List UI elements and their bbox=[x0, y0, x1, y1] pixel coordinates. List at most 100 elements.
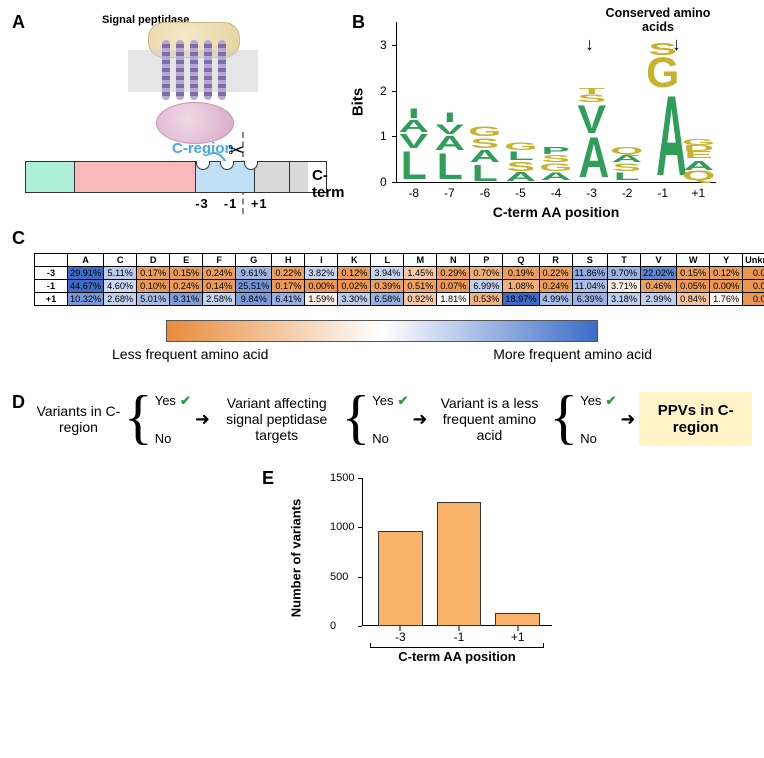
freq-cell: 0.00% bbox=[305, 280, 338, 293]
row-label: +1 bbox=[35, 293, 68, 306]
freq-cell: 6.41% bbox=[272, 293, 305, 306]
freq-cell: 3.30% bbox=[338, 293, 371, 306]
logo-ytick: 3 bbox=[380, 38, 387, 52]
aa-header: K bbox=[338, 254, 371, 267]
bracket-icon: { bbox=[547, 395, 580, 439]
right-arrow-icon: ➜ bbox=[412, 409, 427, 430]
freq-cell: 0.02% bbox=[338, 280, 371, 293]
protein-structure-illustration bbox=[122, 22, 272, 142]
freq-cell: 0.15% bbox=[677, 267, 710, 280]
freq-cell: 4.60% bbox=[104, 280, 137, 293]
panel-B: B Conserved amino acids ↓ ↓ Bits 0123 LV… bbox=[352, 12, 742, 212]
freq-cell: 0.39% bbox=[371, 280, 404, 293]
bar bbox=[495, 613, 540, 626]
notch-icon bbox=[220, 161, 234, 170]
aa-header: C bbox=[104, 254, 137, 267]
freq-cell: 2.99% bbox=[641, 293, 677, 306]
helix-icon bbox=[162, 40, 170, 100]
freq-cell: 5.11% bbox=[104, 267, 137, 280]
logo-ytick: 0 bbox=[380, 175, 387, 189]
aa-header: Q bbox=[503, 254, 539, 267]
freq-cell: 25.51% bbox=[236, 280, 272, 293]
c-term-label: C-term bbox=[312, 167, 352, 201]
freq-cell: 0.24% bbox=[539, 280, 572, 293]
mature-segment-tail bbox=[290, 162, 308, 192]
no-label: No bbox=[155, 431, 191, 446]
aa-header: N bbox=[437, 254, 470, 267]
freq-cell: 0.10% bbox=[137, 280, 170, 293]
right-arrow-icon: ➜ bbox=[620, 409, 635, 430]
freq-cell: 2.58% bbox=[203, 293, 236, 306]
outcome-box: PPVs in C-region bbox=[639, 392, 752, 446]
freq-cell: 0.07% bbox=[437, 280, 470, 293]
no-label: No bbox=[372, 431, 408, 446]
logo-xtick: -5 bbox=[503, 186, 539, 200]
freq-cell: 9.31% bbox=[170, 293, 203, 306]
notch-icon bbox=[196, 161, 210, 170]
logo-xtick: -2 bbox=[609, 186, 645, 200]
logo-column: QAEDG bbox=[681, 22, 717, 182]
logo-xtick: -3 bbox=[574, 186, 610, 200]
yes-no-group: Yes No bbox=[580, 393, 616, 446]
aa-header: P bbox=[470, 254, 503, 267]
freq-cell: 18.97% bbox=[503, 293, 539, 306]
aa-header: H bbox=[272, 254, 305, 267]
panel-C: C ACDEFGHIKLMNPQRSTVWYUnknown-329.91%5.1… bbox=[12, 228, 752, 362]
aa-header: D bbox=[137, 254, 170, 267]
row-label: -1 bbox=[35, 280, 68, 293]
panel-D: D Variants in C-region { Yes No ➜ Varian… bbox=[12, 392, 752, 446]
logo-xtick: -4 bbox=[538, 186, 574, 200]
aa-header: Y bbox=[710, 254, 743, 267]
freq-cell: 0.22% bbox=[272, 267, 305, 280]
freq-cell: 0.51% bbox=[404, 280, 437, 293]
freq-cell: 0.17% bbox=[137, 267, 170, 280]
logo-column: LVAI bbox=[396, 22, 432, 182]
aa-header: W bbox=[677, 254, 710, 267]
logo-xtick: -1 bbox=[645, 186, 681, 200]
freq-cell: 4.99% bbox=[539, 293, 572, 306]
logo-letter: G bbox=[610, 139, 764, 146]
barplot-ytick: 0 bbox=[330, 620, 336, 632]
yes-label: Yes bbox=[580, 393, 616, 409]
bracket-icon: { bbox=[122, 395, 155, 439]
freq-cell: 0.00% bbox=[743, 280, 764, 293]
freq-cell: 6.99% bbox=[470, 280, 503, 293]
freq-cell: 3.71% bbox=[608, 280, 641, 293]
barplot-ytick: 1500 bbox=[330, 472, 354, 484]
aa-header: G bbox=[236, 254, 272, 267]
freq-cell: 1.59% bbox=[305, 293, 338, 306]
logo-ytick: 2 bbox=[380, 84, 387, 98]
barplot-yaxis bbox=[362, 478, 363, 626]
logo-letter: G bbox=[645, 56, 680, 90]
freq-cell: 6.58% bbox=[371, 293, 404, 306]
freq-cell: 0.92% bbox=[404, 293, 437, 306]
aa-header: R bbox=[539, 254, 572, 267]
freq-cell: 0.00% bbox=[743, 293, 764, 306]
logo-xtick: -7 bbox=[432, 186, 468, 200]
freq-cell: 44.67% bbox=[68, 280, 104, 293]
logo-xtick: -6 bbox=[467, 186, 503, 200]
step2-text: Variant is a less frequent amino acid bbox=[432, 395, 548, 443]
panel-D-label: D bbox=[12, 392, 25, 413]
logo-letter: L bbox=[395, 150, 433, 182]
aa-header: A bbox=[68, 254, 104, 267]
freq-cell: 0.17% bbox=[272, 280, 305, 293]
panel-E: E Number of variants 050010001500 -3-1+1… bbox=[12, 468, 752, 678]
barplot-ytick: 1000 bbox=[330, 521, 354, 533]
barplot-xticklabel: -3 bbox=[378, 630, 423, 644]
peptidase-notches bbox=[196, 162, 258, 170]
freq-cell: 1.45% bbox=[404, 267, 437, 280]
pos-tick: +1 bbox=[247, 196, 271, 211]
logo-xticks: -8-7-6-5-4-3-2-1+1 bbox=[396, 186, 716, 200]
freq-cell: 1.76% bbox=[710, 293, 743, 306]
yes-no-group: Yes No bbox=[155, 393, 191, 446]
logo-letter: E bbox=[625, 152, 764, 160]
helix-icon bbox=[204, 40, 212, 100]
sequence-logo: LVAILAVILASGASLGAGSPAVSTLSAQAGSQAEDG bbox=[396, 22, 716, 182]
start-text: Variants in C-region bbox=[35, 403, 122, 435]
freq-cell: 2.68% bbox=[104, 293, 137, 306]
freq-cell: 1.08% bbox=[503, 280, 539, 293]
freq-cell: 1.81% bbox=[437, 293, 470, 306]
frequency-gradient-bar bbox=[166, 320, 598, 342]
freq-cell: 22.02% bbox=[641, 267, 677, 280]
